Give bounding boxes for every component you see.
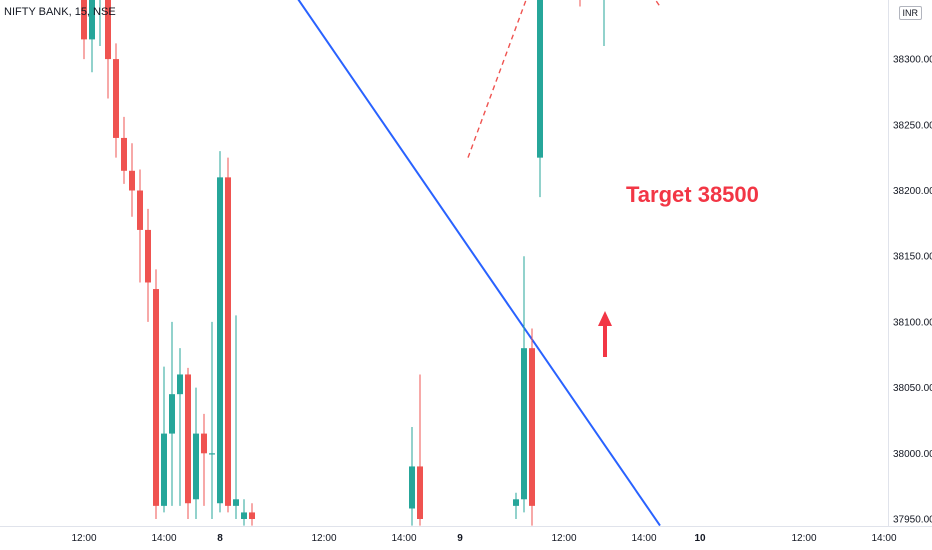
price-tick-label: 37950.00	[893, 515, 932, 526]
candle-body	[249, 512, 255, 519]
candle[interactable]	[537, 0, 543, 198]
candle[interactable]	[105, 0, 111, 99]
candle[interactable]	[513, 492, 519, 519]
candle-body	[537, 0, 543, 158]
up-arrow-shape	[598, 311, 612, 357]
candle[interactable]	[521, 256, 527, 513]
candle-body	[113, 59, 119, 138]
candle-body	[417, 466, 423, 519]
candle[interactable]	[121, 116, 127, 184]
price-tick-label: 38300.00	[893, 55, 932, 66]
candle[interactable]	[209, 321, 215, 519]
candle[interactable]	[529, 328, 535, 526]
candle[interactable]	[169, 321, 175, 506]
candle-body	[233, 499, 239, 506]
candle-body	[129, 170, 135, 191]
candle-body	[209, 453, 215, 455]
candle[interactable]	[225, 157, 231, 513]
time-axis-bg	[0, 526, 932, 550]
triangle-lower-line[interactable]	[467, 0, 572, 158]
candle-body	[409, 466, 415, 509]
price-tick-label: 38200.00	[893, 186, 932, 197]
candle-body	[529, 348, 535, 506]
time-tick-label: 8	[217, 533, 223, 544]
candle-body	[225, 177, 231, 506]
candle[interactable]	[185, 367, 191, 519]
candle-body	[161, 433, 167, 506]
candle[interactable]	[233, 315, 239, 519]
price-tick-label: 38250.00	[893, 120, 932, 131]
candle[interactable]	[417, 374, 423, 526]
candle-body	[145, 229, 151, 283]
candle-body	[193, 433, 199, 500]
time-tick-label: 14:00	[871, 533, 896, 544]
price-tick-label: 38050.00	[893, 383, 932, 394]
candle-body	[121, 137, 127, 171]
candle-body	[137, 190, 143, 230]
candle[interactable]	[129, 143, 135, 217]
candle[interactable]	[577, 0, 583, 7]
candle-body	[177, 374, 183, 395]
price-tick-label: 38150.00	[893, 252, 932, 263]
candle[interactable]	[241, 499, 247, 526]
candle[interactable]	[601, 0, 607, 46]
candle[interactable]	[113, 43, 119, 158]
time-tick-label: 12:00	[551, 533, 576, 544]
candle-body	[81, 0, 87, 40]
candle[interactable]	[409, 427, 415, 526]
candle-body	[513, 499, 519, 506]
time-tick-label: 14:00	[391, 533, 416, 544]
candle-body	[89, 0, 95, 40]
time-tick-label: 12:00	[791, 533, 816, 544]
candle[interactable]	[201, 413, 207, 506]
symbol-title: NIFTY BANK, 15, NSE	[4, 6, 116, 18]
time-tick-label: 10	[694, 533, 706, 544]
candle-body	[105, 0, 111, 60]
candle-body	[217, 177, 223, 504]
candle[interactable]	[81, 0, 87, 60]
candle-body	[521, 348, 527, 500]
candle[interactable]	[161, 366, 167, 513]
candle[interactable]	[249, 503, 255, 526]
candle[interactable]	[137, 169, 143, 283]
candle-body	[153, 289, 159, 506]
candle-body	[241, 512, 247, 519]
candle[interactable]	[217, 151, 223, 513]
candle[interactable]	[89, 0, 95, 73]
candle-body	[169, 394, 175, 434]
time-tick-label: 12:00	[311, 533, 336, 544]
price-tick-label: 38000.00	[893, 449, 932, 460]
candle[interactable]	[97, 0, 103, 46]
candle[interactable]	[177, 348, 183, 506]
time-tick-label: 14:00	[151, 533, 176, 544]
time-axis[interactable]: 12:00 14:00 8 12:00 14:00 9 12:00 14:00 10 12:00 1…	[0, 526, 932, 550]
up-arrow-annotation[interactable]	[598, 311, 612, 357]
currency-badge[interactable]: INR	[898, 6, 922, 20]
descending-trendline[interactable]	[0, 0, 661, 526]
time-tick-label: 9	[457, 533, 463, 544]
price-tick-label: 38100.00	[893, 317, 932, 328]
price-axis-bg	[888, 0, 932, 550]
time-tick-label: 12:00	[71, 533, 96, 544]
time-tick-label: 14:00	[631, 533, 656, 544]
candle[interactable]	[193, 387, 199, 519]
target-annotation-text[interactable]: Target 38500	[626, 182, 759, 207]
candle[interactable]	[153, 269, 159, 519]
candle[interactable]	[145, 208, 151, 322]
candle-body	[185, 374, 191, 504]
candle-body	[201, 433, 207, 454]
price-axis[interactable]: 38850.0038800.0038750.0038700.0038650.00…	[888, 0, 932, 550]
